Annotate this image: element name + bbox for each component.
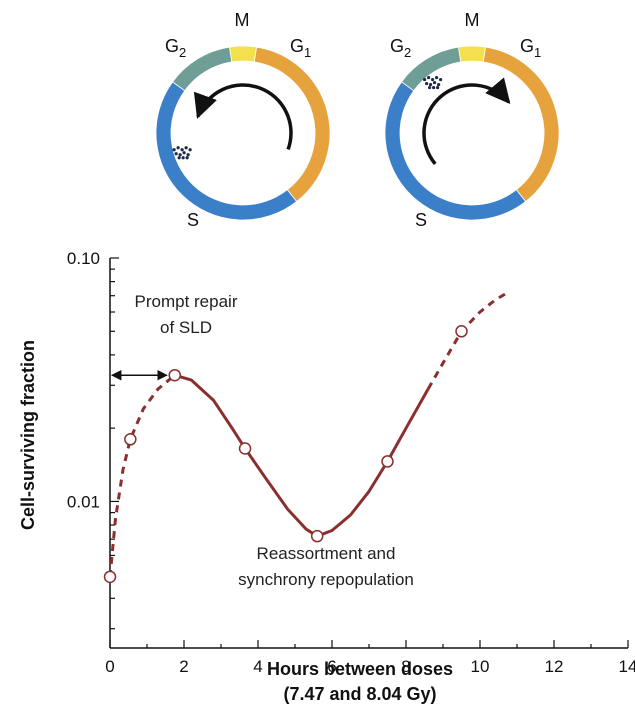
survival-plot: 0.10 0.01 0 2 4 6 8 10 12 14 Hours betwe… [18, 249, 635, 704]
cell-dot [172, 148, 176, 152]
phase-arc-g2 [172, 46, 233, 92]
data-point-4 [310, 529, 324, 543]
y-axis-title: Cell-surviving fraction [18, 340, 38, 530]
x-tick-label-8: 8 [401, 657, 410, 676]
x-tick-label-12: 12 [545, 657, 564, 676]
cell-dot [188, 148, 192, 152]
x-tick-label-4: 4 [253, 657, 262, 676]
curve-dashed-end [426, 290, 511, 390]
x-axis-ticks [109, 640, 629, 648]
phase-arc-s [384, 81, 527, 221]
annotation-reassortment-line1: Reassortment and [257, 544, 396, 563]
y-tick-label-0.10: 0.10 [67, 249, 100, 268]
phase-arc-m [228, 45, 258, 63]
phase-arc-g2 [401, 46, 462, 92]
phase-label-m: M [235, 10, 250, 30]
cell-cluster [172, 146, 192, 160]
cell-dot [436, 82, 441, 87]
cell-dot [432, 80, 437, 85]
phase-label-g1: G1 [290, 36, 311, 60]
cell-cluster [422, 75, 443, 90]
data-points [103, 325, 468, 584]
phase-arc-s [155, 81, 298, 221]
x-axis-title-line2: (7.47 and 8.04 Gy) [283, 684, 436, 704]
curve-dashed-start [108, 374, 176, 578]
x-axis-title-line1: Hours between doses [267, 659, 453, 679]
y-tick-label-0.01: 0.01 [67, 492, 100, 511]
cell-dot [184, 146, 188, 150]
cell-dot [428, 82, 433, 87]
x-tick-label-10: 10 [471, 657, 490, 676]
cell-dot [181, 156, 185, 160]
annotation-prompt-repair-line2: of SLD [160, 318, 212, 337]
phase-label-s: S [415, 210, 427, 230]
cycle-direction-arrow [194, 83, 293, 151]
data-point-6 [455, 325, 468, 338]
cell-dot [434, 75, 439, 80]
phase-arc-m [457, 45, 487, 63]
annotation-reassortment-line2: synchrony repopulation [238, 570, 414, 589]
cell-dot [177, 156, 181, 160]
cell-dot [182, 151, 186, 155]
data-point-1 [124, 433, 137, 446]
cell-dot [424, 81, 429, 86]
cell-dot [426, 75, 431, 80]
cell-dot [174, 152, 178, 156]
cell-dot [431, 85, 436, 90]
phase-label-g1: G1 [520, 36, 541, 60]
cell-cycle-diagram-left: M G2 G1 S [155, 10, 331, 230]
x-tick-label-6: 6 [327, 657, 336, 676]
x-tick-label-14: 14 [619, 657, 635, 676]
annotation-prompt-repair-line1: Prompt repair [135, 292, 238, 311]
cell-dot [435, 85, 440, 90]
cell-dot [185, 156, 189, 160]
phase-label-s: S [187, 210, 199, 230]
cell-dot [176, 146, 180, 150]
phase-arc-g1 [482, 46, 560, 203]
cell-cycle-diagram-right: M G2 G1 S [384, 10, 560, 230]
cell-dot [186, 153, 190, 157]
cell-dot [178, 153, 182, 157]
data-point-0 [103, 570, 117, 584]
cycle-direction-arrow [422, 77, 511, 165]
data-point-5 [381, 455, 394, 468]
cell-dot [430, 77, 435, 82]
cell-dot [427, 85, 432, 90]
cell-dot [422, 77, 427, 82]
y-axis-ticks [110, 257, 119, 630]
phase-label-g2: G2 [390, 36, 411, 60]
data-point-2 [168, 368, 181, 382]
x-tick-label-0: 0 [105, 657, 114, 676]
curve-solid [174, 373, 430, 538]
phase-arc-g1 [253, 46, 331, 203]
x-tick-label-2: 2 [179, 657, 188, 676]
phase-label-g2: G2 [165, 36, 186, 60]
data-point-3 [238, 442, 252, 455]
cell-dot [438, 77, 443, 82]
phase-label-m: M [465, 10, 480, 30]
cell-dot [180, 148, 184, 152]
